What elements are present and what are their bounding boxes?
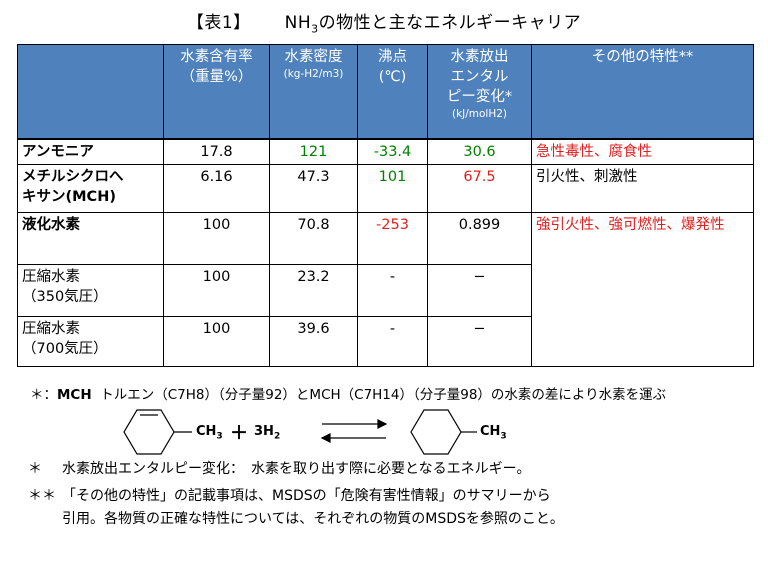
header-other-label: その他の特性** [591,49,694,65]
cell-boiling-point: - [357,263,428,317]
row-name-line: （350気圧） [22,288,108,305]
hydrogen-label: 3H2 [254,424,281,442]
row-name-line: アンモニア [22,143,94,160]
header-density-unit: (kg-H2/m3) [283,68,344,80]
cell-other-properties: 急性毒性、腐食性 [531,137,754,165]
footnote-enthalpy: ＊ 水素放出エンタルピー変化： 水素を取り出す際に必要となるエネルギー。 [28,458,530,481]
cell-h2-content: 100 [163,315,270,367]
header-density-label: 水素密度 [284,49,343,65]
row-name-line: 圧縮水素 [22,320,80,337]
footnote-enthalpy-mark: ＊ [28,461,42,477]
header-h2-content-unit: （重量%） [180,69,253,85]
row-name-ammonia: アンモニア [17,137,164,165]
cell-density: 121 [269,137,358,165]
toluene-methyl-label: CH3 [196,424,223,442]
row-name-compressed-700: 圧縮水素 （700気圧） [17,315,164,367]
header-density: 水素密度 (kg-H2/m3) [269,44,358,139]
table-row: メチルシクロへ キサン(MCH) 6.16 47.3 101 67.5 引火性、… [17,163,754,213]
mch-structure [410,409,477,455]
header-enthalpy-line2: エンタル [450,69,509,85]
footnote-mch-mark: ＊： [30,387,57,403]
footnote-mch: ＊：MCH トルエン（C7H8）（分子量92）とMCH（C7H14）（分子量98… [30,383,666,403]
toluene-structure [123,409,192,455]
equilibrium-arrows [320,419,388,443]
header-h2-content-label: 水素含有率 [180,49,253,65]
plus-sign: ＋ [230,423,248,444]
header-h2-content: 水素含有率 （重量%） [163,44,270,139]
header-bp-label: 沸点 [378,49,407,65]
cell-boiling-point: -253 [357,211,428,265]
header-substance [17,44,164,139]
footnote-enthalpy-text: 水素放出エンタルピー変化： 水素を取り出す際に必要となるエネルギー。 [62,461,531,477]
footnote-other-mark: ＊＊ [28,488,56,504]
row-name-line: 液化水素 [22,216,80,233]
cell-density: 39.6 [269,315,358,367]
cell-enthalpy: − [427,263,532,317]
cell-enthalpy: − [427,315,532,367]
title-text: の物性と主なエネルギーキャリア [318,13,582,33]
table-row: 液化水素 100 70.8 -253 0.899 強引火性、強可燃性、爆発性 [17,211,754,367]
row-name-compressed-350: 圧縮水素 （350気圧） [17,263,164,317]
footnote-other-properties: ＊＊ 「その他の特性」の記載事項は、MSDSの「危険有害性情報」のサマリーから 引… [28,485,564,531]
header-enthalpy-line1: 水素放出 [450,49,509,65]
row-name-liquid-hydrogen: 液化水素 [17,211,164,265]
cell-boiling-point: - [357,315,428,367]
properties-table: 水素含有率 （重量%） 水素密度 (kg-H2/m3) 沸点 (℃) 水素放出 … [17,44,754,367]
cell-other-properties: 引火性、刺激性 [531,163,754,213]
header-enthalpy-line3: ピー変化* [446,89,513,105]
table-title: 【表1】 NH3の物性と主なエネルギーキャリア [0,8,768,35]
table-row: 圧縮水素 （700気圧） 100 39.6 - − [17,315,754,367]
table-tag: 【表1】 [186,13,251,33]
cell-density: 23.2 [269,263,358,317]
header-enthalpy: 水素放出 エンタル ピー変化* (kJ/molH2) [427,44,532,139]
cell-density: 47.3 [269,163,358,213]
cell-boiling-point: 101 [357,163,428,213]
cell-enthalpy: 30.6 [427,137,532,165]
cell-boiling-point: -33.4 [357,137,428,165]
header-enthalpy-unit: (kJ/molH2) [451,108,508,120]
cell-other-properties: 強引火性、強可燃性、爆発性 [531,211,754,367]
mch-methyl-label: CH3 [480,424,507,442]
row-name-line: キサン(MCH) [22,188,116,205]
footnote-other-line1: 「その他の特性」の記載事項は、MSDSの「危険有害性情報」のサマリーから [62,488,551,504]
table-row: アンモニア 17.8 121 -33.4 30.6 急性毒性、腐食性 [17,137,754,165]
cell-h2-content: 17.8 [163,137,270,165]
cell-density: 70.8 [269,211,358,265]
row-name-line: （700気圧） [22,340,108,357]
footnote-other-line2: 引用。各物質の正確な特性については、それぞれの物質のMSDSを参照のこと。 [62,511,564,527]
header-bp-unit: (℃) [378,69,407,85]
row-name-line: 圧縮水素 [22,268,80,285]
cell-enthalpy: 0.899 [427,211,532,265]
header-other-properties: その他の特性** [531,44,754,139]
title-subscript: 3 [311,22,319,36]
row-name-mch: メチルシクロへ キサン(MCH) [17,163,164,213]
footnote-mch-label: MCH [57,387,92,403]
row-name-line: メチルシクロへ [22,168,124,185]
header-row: 水素含有率 （重量%） 水素密度 (kg-H2/m3) 沸点 (℃) 水素放出 … [17,44,754,139]
footnote-mch-text: トルエン（C7H8）（分子量92）とMCH（C7H14）（分子量98）の水素の差… [100,387,667,403]
cell-h2-content: 6.16 [163,163,270,213]
title-formula: NH [284,13,312,33]
